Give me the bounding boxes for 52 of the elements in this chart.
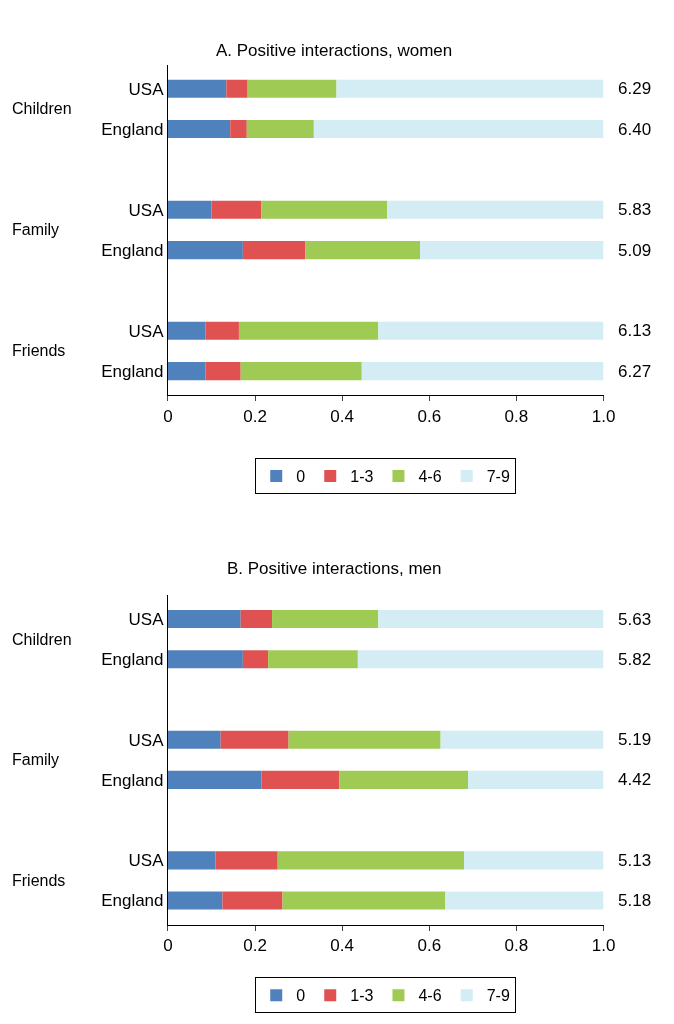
y-tick-label: USA (128, 851, 165, 871)
text: 6.29 (618, 79, 652, 98)
legend-label: 1-3 (350, 987, 374, 1005)
x-tick-label: 0.2 (243, 406, 267, 426)
text: 5.09 (618, 241, 652, 260)
text: 5.83 (618, 200, 652, 219)
legend-label: 4-6 (418, 987, 442, 1005)
y-tick-label: USA (128, 610, 165, 630)
chart-title: A. Positive interactions, women (216, 41, 453, 60)
x-tick-label: 0 (163, 406, 173, 426)
x-tick-label: 0.4 (330, 936, 354, 956)
text: Family (12, 751, 60, 768)
x-tick-label: 0.8 (504, 406, 529, 426)
text: 4.42 (618, 770, 652, 789)
text: 5.82 (618, 650, 652, 669)
legend-label: 7-9 (486, 468, 510, 486)
text: 5.63 (618, 610, 652, 629)
y-tick-label: England (101, 650, 164, 670)
x-tick-label: 0 (163, 936, 173, 956)
text: 5.13 (618, 851, 652, 870)
y-tick-label: England (101, 241, 164, 260)
legend-label: 0 (296, 987, 306, 1005)
y-tick-label: England (101, 362, 164, 382)
text: Children (12, 100, 72, 117)
x-tick-label: 0.6 (417, 936, 442, 956)
legend-label: 7-9 (486, 987, 510, 1005)
text: Friends (12, 342, 66, 359)
text: 5.19 (618, 730, 652, 749)
x-tick-label: 1.0 (591, 406, 616, 426)
y-tick-label: USA (128, 321, 165, 341)
text: 6.13 (618, 321, 652, 340)
text: 5.18 (618, 891, 652, 910)
x-tick-label: 0.8 (504, 936, 529, 956)
text: Friends (12, 872, 66, 889)
chart-title: B. Positive interactions, men (227, 559, 442, 578)
y-tick-label: USA (128, 79, 165, 99)
text: Children (12, 631, 72, 648)
y-tick-label: England (101, 891, 164, 911)
x-tick-label: 0.6 (417, 406, 442, 426)
y-tick-label: England (101, 770, 164, 790)
y-tick-label: England (101, 120, 164, 139)
text: Family (12, 221, 60, 238)
legend-label: 4-6 (418, 468, 442, 486)
text: 6.40 (618, 120, 652, 139)
y-tick-label: USA (128, 200, 165, 220)
x-tick-label: 1.0 (591, 936, 616, 956)
legend-label: 1-3 (350, 468, 374, 486)
x-tick-label: 0.4 (330, 406, 354, 426)
x-tick-label: 0.2 (243, 936, 267, 956)
legend-label: 0 (296, 468, 306, 486)
y-tick-label: USA (128, 730, 165, 750)
text: 6.27 (618, 362, 652, 381)
